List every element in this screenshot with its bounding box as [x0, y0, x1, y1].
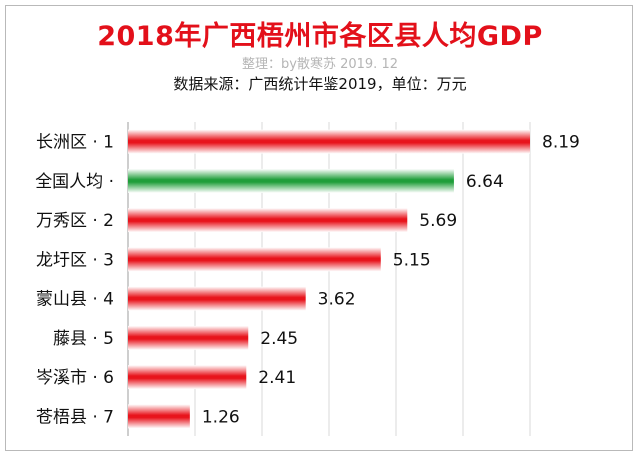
data-label: 1.26 — [202, 407, 240, 427]
category-label: 藤县 · 5 — [53, 329, 114, 349]
bar — [128, 168, 454, 193]
bar — [128, 129, 530, 154]
data-label: 2.41 — [258, 368, 296, 388]
category-label: 苍梧县 · 7 — [36, 407, 114, 427]
data-label: 5.15 — [393, 250, 431, 270]
category-label: 长洲区 · 1 — [36, 133, 114, 153]
data-label: 2.45 — [260, 329, 298, 349]
data-label: 8.19 — [542, 133, 580, 153]
category-label: 全国人均 · — [35, 172, 114, 192]
bar — [128, 325, 249, 350]
data-label: 5.69 — [419, 211, 457, 231]
data-label: 3.62 — [318, 290, 356, 310]
category-label: 蒙山县 · 4 — [36, 290, 114, 310]
bar — [128, 208, 408, 233]
bar — [128, 247, 381, 272]
chart-title: 2018年广西梧州市各区县人均GDP — [97, 21, 543, 52]
category-label: 龙圩区 · 3 — [36, 250, 114, 270]
category-label: 岑溪市 · 6 — [36, 368, 114, 388]
bar — [128, 404, 190, 429]
data-label: 6.64 — [466, 172, 504, 192]
chart-credit: 整理：by散寒苏 2019. 12 — [242, 57, 398, 72]
labels: 长洲区 · 1 8.19 全国人均 · 6.64 万秀区 · 2 5.69 龙圩区 · 3 5… — [35, 133, 580, 428]
bars — [128, 129, 530, 429]
bar — [128, 365, 247, 390]
category-label: 万秀区 · 2 — [36, 211, 114, 231]
bar — [128, 286, 306, 311]
chart-source-note: 数据来源：广西统计年鉴2019，单位：万元 — [173, 75, 467, 93]
